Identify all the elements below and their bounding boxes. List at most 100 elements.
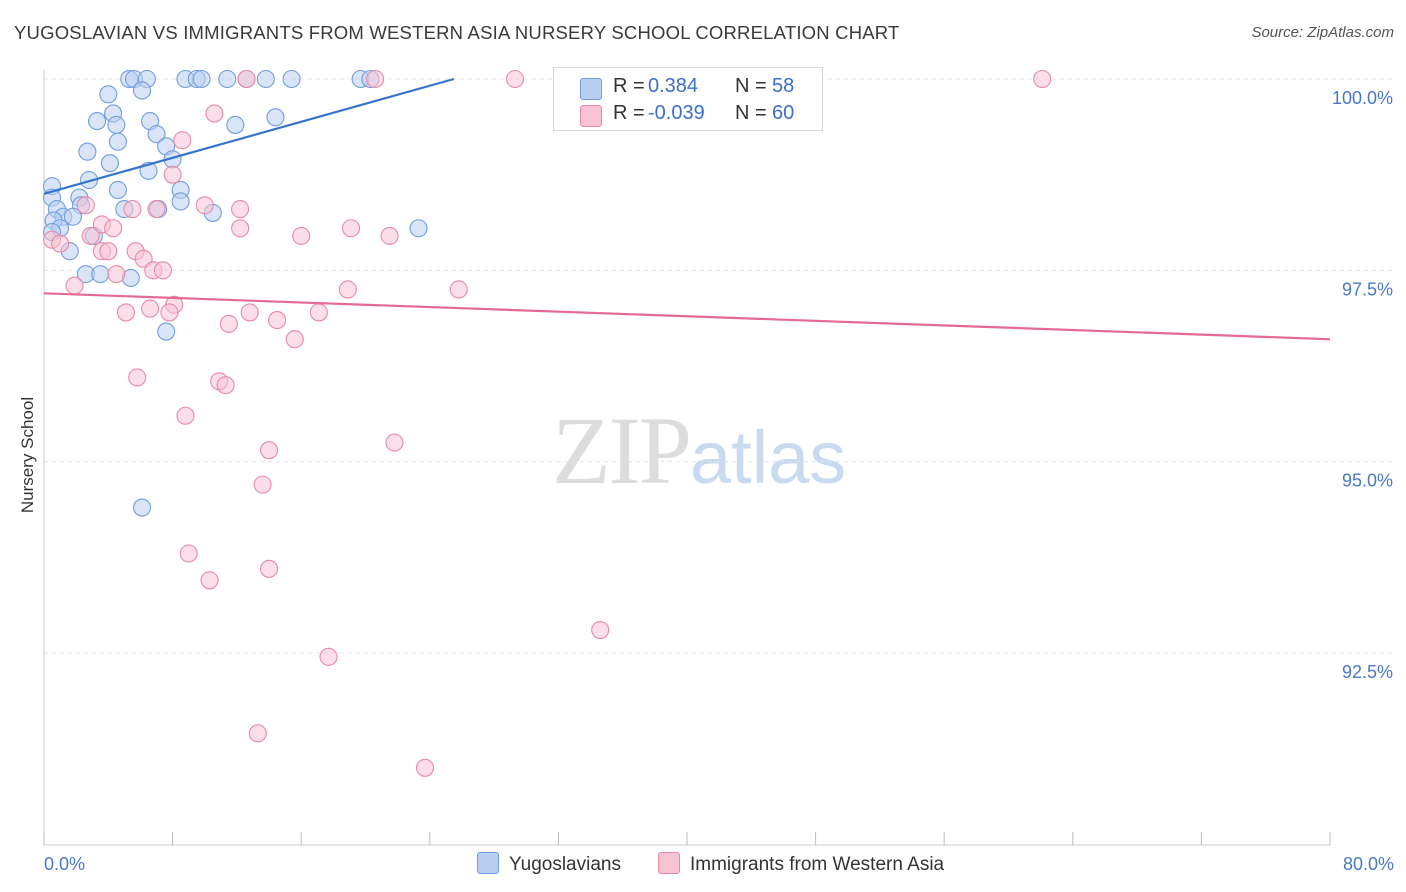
yugoslavian-point [157,322,176,341]
western-asia-point [1033,69,1052,89]
western-asia-point [179,544,198,563]
bottom-legend-label: Yugoslavians [509,854,621,875]
yugoslavian-point [91,265,110,284]
western-asia-point [309,303,328,322]
western-asia-point [253,475,272,494]
western-asia-point [65,276,84,295]
western-asia-point [141,299,160,318]
western-asia-point [160,303,179,322]
yugoslavian-point [78,142,97,161]
source-credit: Source: ZipAtlas.com [1251,24,1394,41]
western-asia-point [200,571,219,590]
y-tick-label: 92.5% [1342,662,1393,682]
western-asia-point [116,303,136,322]
western-asia-point [76,196,95,215]
western-asia-point [268,311,287,330]
western-asia-point [591,620,610,640]
western-asia-point [128,368,147,387]
bottom-legend-label: Immigrants from Western Asia [690,854,945,875]
western-asia-point [380,226,399,245]
bottom-legend-western-asia: Immigrants from Western Asia [658,852,944,876]
western-asia-point [292,226,311,245]
western-asia-point [285,330,304,349]
yugoslavian-point [192,69,211,89]
yugoslavian-point [171,192,190,211]
yugoslavian-trend-line [43,77,455,195]
western-asia-point [107,265,126,284]
western-asia-point [81,226,100,245]
yugoslavian-point [256,69,275,89]
western-asia-point [173,131,192,150]
western-asia-point [240,303,259,322]
western-asia-point [415,758,435,777]
stats-legend: R = 0.384 N = 58 R = -0.039 N = 60 [553,67,823,131]
chart-title: YUGOSLAVIAN VS IMMIGRANTS FROM WESTERN A… [14,22,900,43]
y-tick-label: 95.0% [1342,471,1393,491]
legend-r-value: 0.384 [648,75,699,97]
legend-r-label: R = [613,102,645,124]
western-asia-point [366,69,385,89]
legend-r-value: -0.039 [648,102,705,124]
x-tick-label-max: 80.0% [1343,854,1394,874]
watermark-zip: ZIP [552,397,692,504]
western-asia-point [341,219,361,238]
yugoslavian-point [282,69,301,89]
legend-n-label: N = [735,75,767,97]
western-asia-point [51,234,70,253]
bottom-legend-swatch-blue [477,852,499,874]
western-asia-point [104,219,123,238]
legend-n-value: 58 [772,75,795,97]
western-asia-point [449,280,468,299]
y-tick-label: 100.0% [1332,88,1393,108]
western-asia-point [385,433,404,452]
western-asia-point [259,559,279,578]
western-asia-point [231,219,250,238]
yugoslavian-point [147,125,166,144]
legend-r-label: R = [613,75,645,97]
yugoslavian-point [107,115,126,134]
western-asia-point [219,314,238,333]
watermark-atlas: atlas [690,416,847,499]
yugoslavian-point [133,498,152,517]
yugoslavian-point [87,112,107,131]
western-asia-point [216,376,235,395]
bottom-legend-yugoslavians: Yugoslavians [477,852,621,876]
western-asia-point [338,280,357,299]
watermark: ZIPatlas [552,395,846,506]
western-asia-point [237,69,256,89]
western-asia-point [505,69,525,89]
yugoslavian-point [100,154,119,173]
western-asia-trend-line [43,292,1331,341]
western-asia-point [163,165,182,184]
western-asia-point [195,196,214,215]
western-asia-point [176,406,195,425]
yugoslavian-point [99,85,118,104]
yugoslavian-point [409,219,428,238]
western-asia-point [319,647,338,666]
legend-swatch-pink [580,105,602,127]
yugoslavian-point [108,132,127,151]
western-asia-point [248,724,267,743]
legend-row-yugoslavians: R = 0.384 N = 58 [554,73,822,101]
legend-n-label: N = [735,102,767,124]
y-tick-label: 97.5% [1342,279,1393,299]
western-asia-point [99,242,118,261]
yugoslavian-point [226,115,245,134]
x-tick-label-min: 0.0% [44,854,85,874]
legend-row-western-asia: R = -0.039 N = 60 [554,100,822,128]
western-asia-point [231,200,250,219]
western-asia-point [259,441,279,460]
western-asia-point [153,261,173,280]
legend-n-value: 60 [772,102,795,124]
western-asia-point [123,200,142,219]
western-asia-point [147,200,166,219]
yugoslavian-point [79,170,99,190]
legend-swatch-blue [580,78,602,100]
yugoslavian-point [266,108,285,127]
yugoslavian-point [108,180,127,200]
yugoslavian-point [63,207,82,226]
yugoslavian-point [133,81,152,100]
bottom-legend-swatch-pink [658,852,680,874]
yugoslavian-point [218,69,237,89]
